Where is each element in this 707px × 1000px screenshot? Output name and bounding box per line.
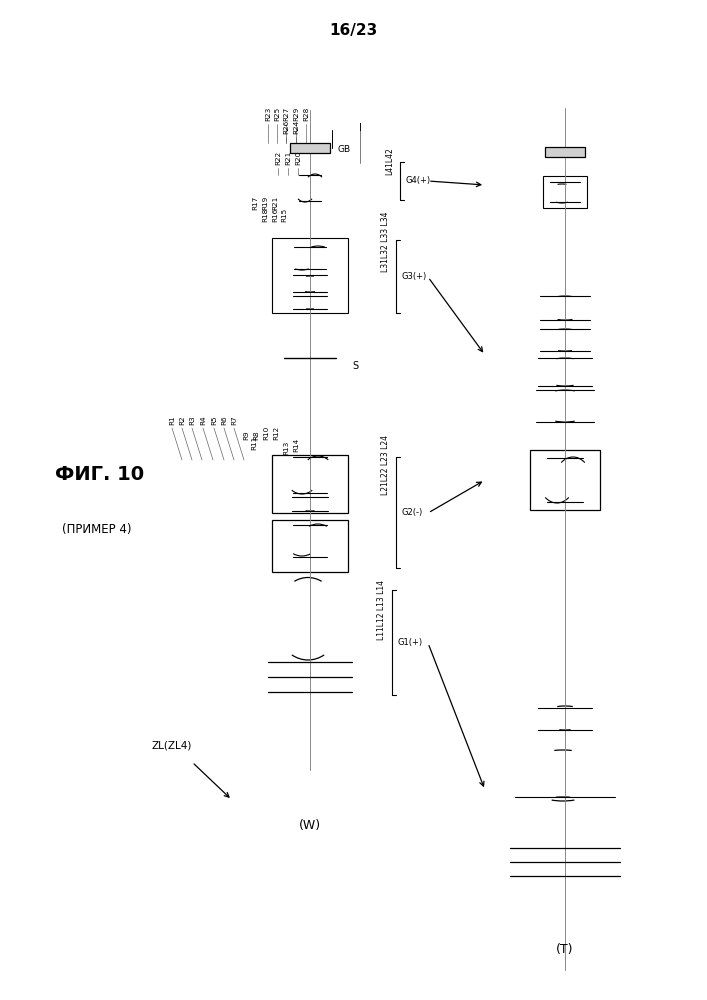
Text: GB: GB (338, 144, 351, 153)
Text: R2: R2 (179, 415, 185, 425)
Text: R22: R22 (275, 151, 281, 165)
Bar (272, 455, 348, 513)
Text: I: I (358, 123, 361, 133)
Text: (W): (W) (299, 818, 321, 832)
Text: R23: R23 (265, 107, 271, 121)
Text: R21: R21 (272, 196, 278, 210)
Text: (T): (T) (556, 944, 574, 956)
Text: R21: R21 (285, 151, 291, 165)
Text: R20: R20 (295, 151, 301, 165)
Text: R26: R26 (283, 120, 289, 134)
Text: R1: R1 (169, 415, 175, 425)
Text: G3(+): G3(+) (402, 272, 427, 282)
Bar (290, 143, 330, 153)
Text: L41L42: L41L42 (385, 147, 395, 175)
Text: R11: R11 (251, 436, 257, 450)
Text: R8: R8 (253, 430, 259, 440)
Text: R7: R7 (231, 415, 237, 425)
Bar (530, 450, 600, 510)
Bar (543, 176, 587, 208)
Text: R3: R3 (189, 415, 195, 425)
Text: R29: R29 (293, 107, 299, 121)
Text: ФИГ. 10: ФИГ. 10 (55, 466, 144, 485)
Text: ZL(ZL4): ZL(ZL4) (152, 740, 192, 750)
Text: (ПРИМЕР 4): (ПРИМЕР 4) (62, 524, 132, 536)
Text: L31L32 L33 L34: L31L32 L33 L34 (382, 212, 390, 272)
Text: L21L22 L23 L24: L21L22 L23 L24 (382, 435, 390, 495)
Text: R17: R17 (252, 196, 258, 210)
Text: G4(+): G4(+) (406, 176, 431, 186)
Text: R24: R24 (293, 120, 299, 134)
Text: R10: R10 (263, 426, 269, 440)
Text: R28: R28 (303, 107, 309, 121)
Text: R4: R4 (200, 415, 206, 425)
Text: R16: R16 (272, 208, 278, 222)
Text: R18: R18 (262, 208, 268, 222)
Text: G1(+): G1(+) (398, 639, 423, 648)
Text: R6: R6 (221, 415, 227, 425)
Text: G2(-): G2(-) (402, 508, 423, 518)
Bar (272, 238, 348, 313)
Text: R12: R12 (273, 426, 279, 440)
Text: S: S (352, 361, 358, 371)
Text: R19: R19 (262, 196, 268, 210)
Text: R27: R27 (283, 107, 289, 121)
Text: R9: R9 (243, 430, 249, 440)
Text: L11L12 L13 L14: L11L12 L13 L14 (378, 580, 387, 640)
Text: R14: R14 (293, 438, 299, 452)
Text: R13: R13 (283, 441, 289, 455)
Text: 16/23: 16/23 (329, 22, 377, 37)
Text: R5: R5 (211, 415, 217, 425)
Bar (272, 520, 348, 572)
Text: R25: R25 (274, 107, 280, 121)
Text: R15: R15 (281, 208, 287, 222)
Bar (545, 147, 585, 157)
